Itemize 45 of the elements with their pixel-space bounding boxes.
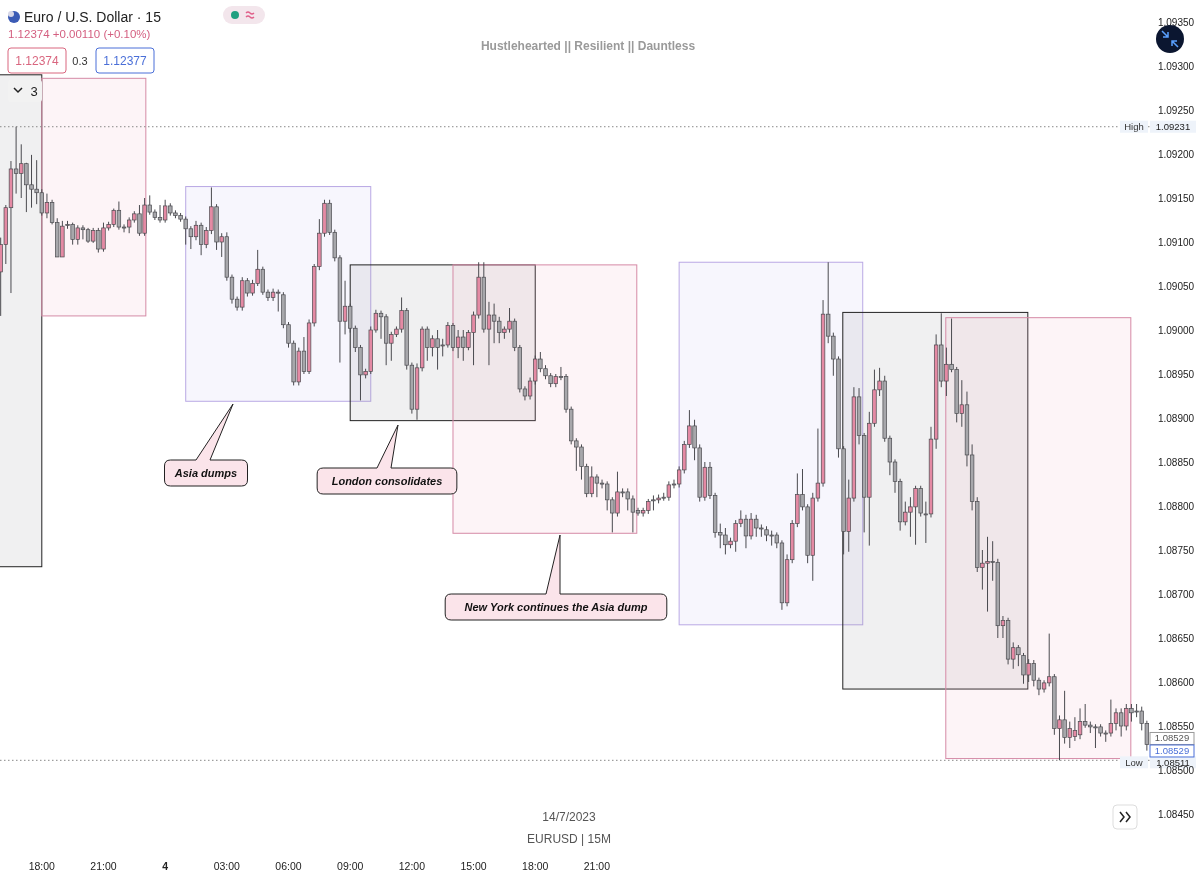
y-tick-label: 1.08900 <box>1157 412 1195 424</box>
x-tick-label: 18:00 <box>522 860 549 872</box>
annotation: 1.12377 <box>103 54 148 68</box>
x-tick-label: 15:00 <box>460 860 487 872</box>
annotation: Asia dumps <box>173 467 238 479</box>
x-tick-label: 21:00 <box>583 860 611 872</box>
annotation: 3 <box>30 84 38 99</box>
x-tick-label: 09:00 <box>337 860 364 872</box>
y-tick-label: 1.08850 <box>1157 456 1195 468</box>
chart-title: Euro / U.S. Dollar · 15 <box>24 9 162 25</box>
x-tick-label: 06:00 <box>275 860 302 872</box>
y-tick-label: 1.09000 <box>1157 324 1195 336</box>
y-tick-label: 1.08450 <box>1157 808 1195 820</box>
annotation: London consolidates <box>331 475 443 487</box>
y-tick-label: 1.08750 <box>1157 544 1195 556</box>
x-tick-label: 18:00 <box>28 860 56 872</box>
y-tick-label: 1.08700 <box>1157 588 1195 600</box>
x-tick-label: 21:00 <box>90 860 117 872</box>
annotation: 1.12374 +0.00110 (+0.10%) <box>8 28 151 40</box>
annotation: New York continues the Asia dump <box>464 601 648 613</box>
text: 1.08529 <box>1154 732 1190 744</box>
text: EURUSD | 15M <box>527 832 611 846</box>
y-tick-label: 1.08600 <box>1157 676 1195 688</box>
annotation: 14/7/2023 <box>542 810 597 824</box>
y-tick-label: 1.08650 <box>1157 632 1195 644</box>
y-tick-label: 1.09200 <box>1157 148 1195 160</box>
y-tick-label: 1.09300 <box>1157 60 1195 72</box>
ref-line-label: High <box>1124 121 1144 133</box>
text: 1.09231 <box>1155 121 1191 133</box>
ref-line-label: Low <box>1125 756 1143 768</box>
y-tick-label: 1.09050 <box>1157 280 1195 292</box>
x-tick-label: 03:00 <box>213 860 241 872</box>
annotation: 1.12374 <box>15 54 60 68</box>
text: 1.08529 <box>1154 744 1190 756</box>
y-tick-label: 1.08950 <box>1157 368 1195 380</box>
annotation: 0.3 <box>72 55 88 67</box>
y-tick-label: 1.08800 <box>1157 500 1195 512</box>
y-tick-label: 1.08550 <box>1157 720 1195 732</box>
x-tick-label: 4 <box>162 860 169 872</box>
y-tick-label: 1.09250 <box>1157 104 1195 116</box>
y-tick-label: 1.09350 <box>1157 16 1195 28</box>
y-tick-label: 1.09100 <box>1157 236 1195 248</box>
text: Hustlehearted || Resilient || Dauntless <box>480 39 696 53</box>
x-tick-label: 12:00 <box>398 860 426 872</box>
y-tick-label: 1.09150 <box>1157 192 1195 204</box>
